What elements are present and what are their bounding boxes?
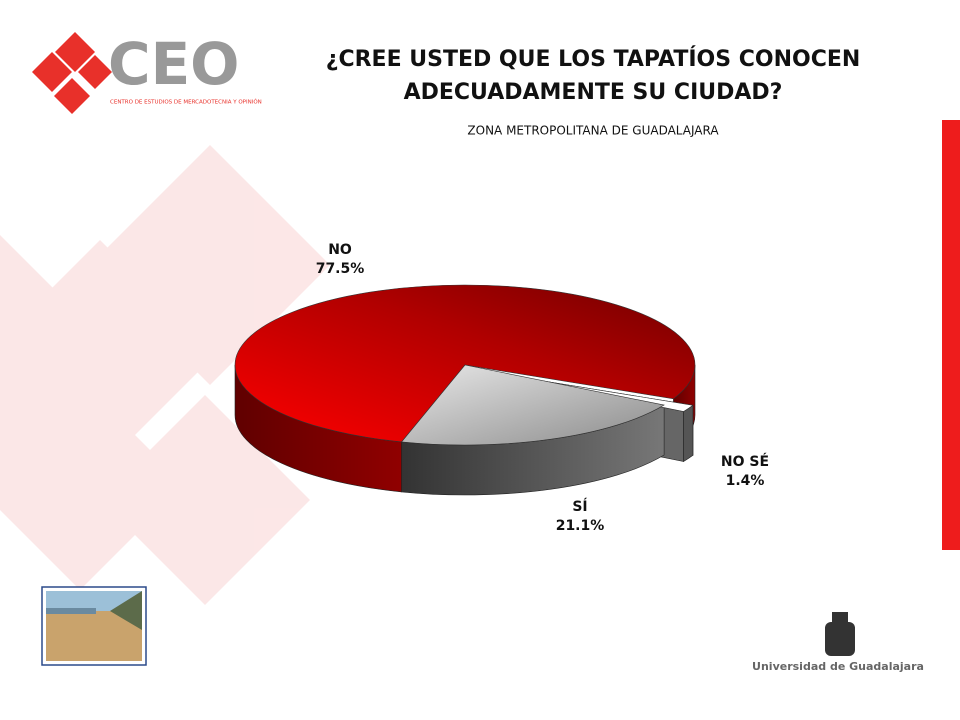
category-label: SÍ bbox=[572, 498, 587, 515]
title-line: ¿CREE USTED QUE LOS TAPATÍOS CONOCEN bbox=[326, 46, 861, 72]
photo bbox=[41, 586, 147, 666]
logo-subtitle: CENTRO DE ESTUDIOS DE MERCADOTECNIA Y OP… bbox=[110, 99, 262, 106]
value-label: 1.4% bbox=[726, 473, 765, 489]
logo-text: CEO bbox=[108, 30, 240, 98]
university-crest bbox=[825, 612, 855, 656]
category-label: NO bbox=[328, 242, 352, 258]
category-label: NO SÉ bbox=[721, 453, 769, 470]
side-bar bbox=[942, 120, 960, 550]
slice-side bbox=[683, 404, 694, 463]
slice bbox=[234, 284, 696, 443]
slice-label: SÍ 21.1% bbox=[556, 498, 605, 534]
pie bbox=[234, 284, 696, 496]
value-label: 77.5% bbox=[316, 261, 365, 277]
logo-mark bbox=[32, 32, 112, 114]
slice bbox=[401, 364, 665, 446]
title-line: ADECUADAMENTE SU CIUDAD? bbox=[404, 80, 783, 105]
footer-text: Universidad de Guadalajara bbox=[752, 660, 924, 673]
chart-subtitle: ZONA METROPOLITANA DE GUADALAJARA bbox=[467, 124, 719, 138]
chart-title: ¿CREE USTED QUE LOS TAPATÍOS CONOCEN ADEC… bbox=[326, 46, 861, 105]
slice-label: NO SÉ 1.4% bbox=[721, 453, 769, 489]
value-label: 21.1% bbox=[556, 518, 605, 534]
slice-label: NO 77.5% bbox=[316, 242, 365, 277]
